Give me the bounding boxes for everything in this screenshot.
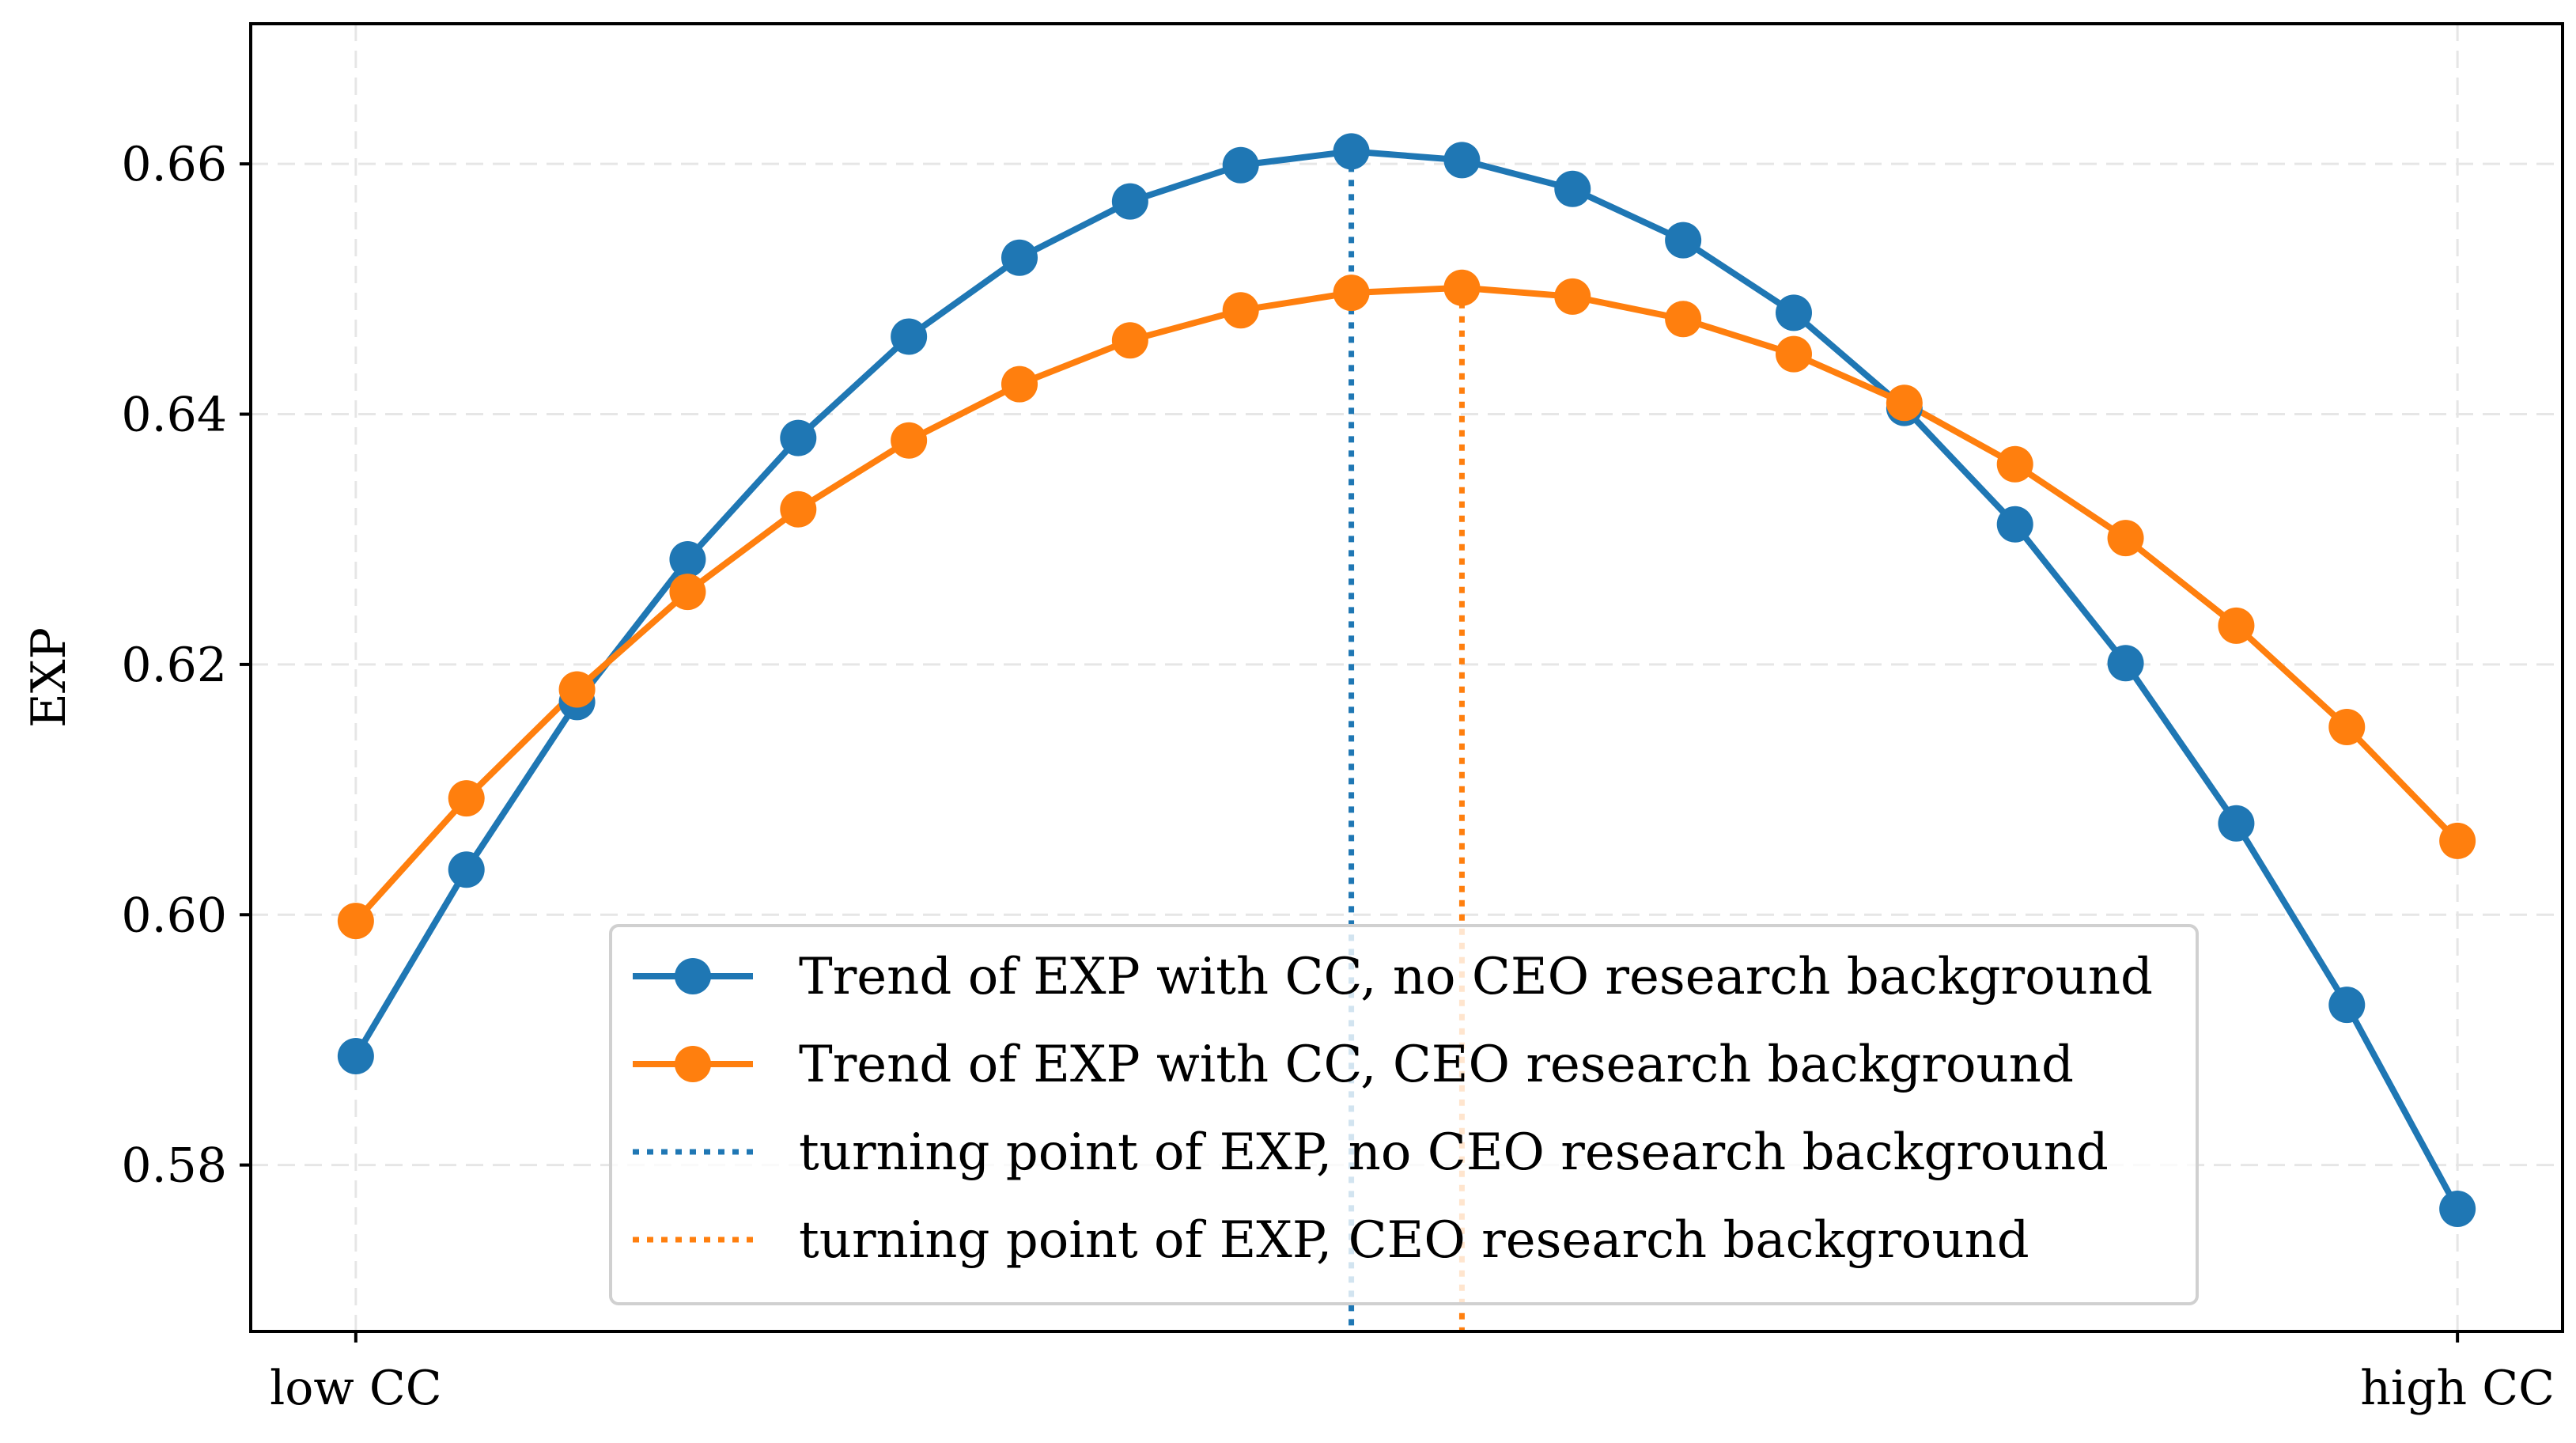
data-point xyxy=(1443,269,1481,306)
data-point xyxy=(2218,805,2255,842)
data-point xyxy=(891,318,928,355)
data-point xyxy=(1554,278,1591,315)
data-point xyxy=(337,903,374,940)
series-layer xyxy=(337,133,2476,1227)
data-point xyxy=(1111,183,1148,220)
legend: Trend of EXP with CC, no CEO research ba… xyxy=(609,924,2199,1305)
data-point xyxy=(448,780,485,817)
data-point xyxy=(1554,170,1591,207)
series-line xyxy=(353,284,2461,923)
data-point xyxy=(2439,1190,2476,1227)
y-axis-label: EXP xyxy=(21,627,77,728)
y-tick-label: 0.58 xyxy=(121,1138,227,1194)
data-point xyxy=(448,851,485,888)
data-point xyxy=(2218,607,2255,644)
data-point xyxy=(1333,275,1370,312)
legend-marker-swatch xyxy=(675,958,711,994)
data-point xyxy=(1775,294,1812,331)
data-point xyxy=(558,671,596,708)
data-point xyxy=(2328,987,2366,1024)
data-point xyxy=(2107,520,2144,557)
data-point xyxy=(2107,645,2144,682)
data-point xyxy=(1111,322,1148,359)
data-point xyxy=(780,490,817,528)
plot-frame xyxy=(249,22,2564,1333)
data-point xyxy=(1665,301,1702,338)
legend-label: turning point of EXP, no CEO research ba… xyxy=(799,1123,2109,1182)
y-tick-label: 0.62 xyxy=(121,638,227,693)
legend-box xyxy=(609,924,2199,1305)
data-point xyxy=(2439,822,2476,859)
data-point xyxy=(1333,133,1370,170)
legend-label: turning point of EXP, CEO research backg… xyxy=(799,1211,2029,1270)
data-point xyxy=(2328,708,2366,745)
data-point xyxy=(1001,365,1038,403)
legend-label: Trend of EXP with CC, CEO research backg… xyxy=(799,1036,2074,1094)
y-tick-label: 0.60 xyxy=(121,888,227,943)
data-point xyxy=(1001,239,1038,276)
data-point xyxy=(669,541,706,578)
data-point xyxy=(1886,384,1923,422)
x-tick-label: low CC xyxy=(270,1361,442,1416)
data-point xyxy=(1996,506,2033,543)
x-tick-label: high CC xyxy=(2360,1361,2555,1416)
data-point xyxy=(1996,445,2033,483)
data-point xyxy=(1222,292,1259,329)
y-tick-label: 0.64 xyxy=(121,388,227,443)
series-line xyxy=(353,148,2461,1210)
data-point xyxy=(1775,335,1812,373)
data-point xyxy=(1665,222,1702,259)
data-point xyxy=(669,574,706,611)
data-point xyxy=(780,419,817,456)
data-point xyxy=(337,1038,374,1074)
data-point xyxy=(1443,142,1481,179)
legend-marker-swatch xyxy=(675,1046,711,1082)
axes-layer: 0.58 0.60 0.62 0.64 0.66 low CC high CC EXP xyxy=(21,22,2564,1416)
data-point xyxy=(1222,146,1259,184)
data-point xyxy=(891,422,928,459)
legend-label: Trend of EXP with CC, no CEO research ba… xyxy=(799,948,2153,1006)
y-tick-label: 0.66 xyxy=(121,137,227,192)
